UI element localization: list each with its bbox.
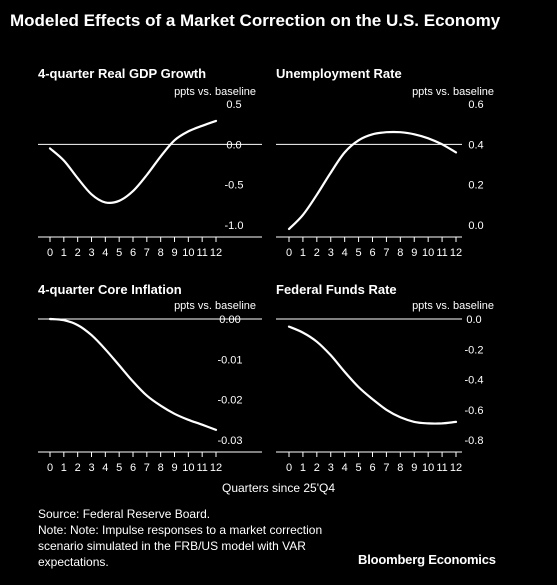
x-tick-label: 6 xyxy=(130,462,136,474)
x-tick-label: 5 xyxy=(116,247,122,259)
x-tick-label: 12 xyxy=(210,247,222,259)
panel-title: 4-quarter Core Inflation xyxy=(38,282,182,297)
shared-x-axis-label: Quarters since 25'Q4 xyxy=(221,481,335,495)
x-tick-label: 6 xyxy=(369,462,375,474)
x-tick-label: 0 xyxy=(286,247,292,259)
x-tick-label: 0 xyxy=(286,462,292,474)
x-tick-label: 8 xyxy=(158,462,164,474)
x-tick-label: 11 xyxy=(436,462,447,474)
x-tick-label: 10 xyxy=(182,462,194,474)
x-tick-label: 11 xyxy=(436,247,447,259)
x-tick-label: 7 xyxy=(144,247,150,259)
panel-title: 4-quarter Real GDP Growth xyxy=(38,66,206,81)
x-tick-label: 2 xyxy=(75,462,81,474)
y-tick-label: -0.03 xyxy=(217,435,242,447)
y-tick-label: 0.5 xyxy=(226,99,241,111)
footer: Source: Federal Reserve Board. Note: Not… xyxy=(38,506,368,570)
x-tick-label: 5 xyxy=(356,247,362,259)
y-tick-label: -0.01 xyxy=(217,354,242,366)
y-unit-label: ppts vs. baseline xyxy=(174,86,256,98)
note-text: Note: Note: Impulse responses to a marke… xyxy=(38,523,323,569)
x-tick-label: 9 xyxy=(411,247,417,259)
x-tick-label: 0 xyxy=(47,247,53,259)
x-tick-label: 11 xyxy=(196,462,207,474)
brand-logo-text: Bloomberg Economics xyxy=(358,552,496,567)
x-tick-label: 3 xyxy=(88,247,94,259)
x-tick-label: 1 xyxy=(61,462,67,474)
panel-title: Federal Funds Rate xyxy=(276,282,397,297)
y-tick-label: -0.6 xyxy=(465,405,484,417)
x-tick-label: 2 xyxy=(75,247,81,259)
x-tick-label: 10 xyxy=(422,462,434,474)
x-tick-label: 2 xyxy=(314,462,320,474)
panel-core-inflation: 4-quarter Core Inflation ppts vs. baselin… xyxy=(38,282,262,474)
y-tick-label: -0.2 xyxy=(465,344,484,356)
x-tick-label: 5 xyxy=(356,462,362,474)
y-tick-label: -1.0 xyxy=(225,220,244,232)
x-tick-label: 4 xyxy=(102,462,108,474)
y-tick-label: 0.00 xyxy=(219,314,240,326)
x-tick-label: 10 xyxy=(182,247,194,259)
x-tick-label: 12 xyxy=(450,462,462,474)
x-tick-label: 7 xyxy=(144,462,150,474)
x-tick-label: 12 xyxy=(210,462,222,474)
x-tick-label: 1 xyxy=(61,247,67,259)
y-unit-label: ppts vs. baseline xyxy=(412,86,494,98)
y-tick-label: 0.2 xyxy=(468,180,483,192)
x-tick-label: 3 xyxy=(328,247,334,259)
x-tick-label: 9 xyxy=(171,247,177,259)
x-tick-label: 5 xyxy=(116,462,122,474)
source-text: Source: Federal Reserve Board. xyxy=(38,507,211,521)
chart-title: Modeled Effects of a Market Correction o… xyxy=(10,11,501,30)
y-tick-label: -0.8 xyxy=(465,435,484,447)
series-line xyxy=(48,317,218,431)
x-tick-label: 8 xyxy=(158,247,164,259)
x-tick-label: 10 xyxy=(422,247,434,259)
y-tick-label: 0.6 xyxy=(468,99,483,111)
y-tick-label: 0.0 xyxy=(226,139,241,151)
series-line xyxy=(287,130,458,231)
y-tick-label: 0.0 xyxy=(468,220,483,232)
panel-title: Unemployment Rate xyxy=(276,66,402,81)
x-tick-label: 7 xyxy=(383,462,389,474)
y-unit-label: ppts vs. baseline xyxy=(174,300,256,312)
y-tick-label: -0.4 xyxy=(465,375,484,387)
y-tick-label: 0.0 xyxy=(466,314,481,326)
x-tick-label: 7 xyxy=(383,247,389,259)
x-tick-label: 8 xyxy=(397,462,403,474)
y-tick-label: -0.5 xyxy=(225,180,244,192)
x-tick-label: 4 xyxy=(342,462,348,474)
x-tick-label: 2 xyxy=(314,247,320,259)
x-tick-label: 4 xyxy=(102,247,108,259)
x-tick-label: 12 xyxy=(450,247,462,259)
panel-fed-funds-rate: Federal Funds Rate ppts vs. baseline 0.0 -0… xyxy=(276,282,494,474)
panel-gdp-growth: 4-quarter Real GDP Growth ppts vs. baseli… xyxy=(38,66,262,259)
x-tick-label: 1 xyxy=(300,462,306,474)
y-unit-label: ppts vs. baseline xyxy=(412,300,494,312)
x-tick-label: 8 xyxy=(397,247,403,259)
x-tick-label: 3 xyxy=(88,462,94,474)
x-tick-label: 6 xyxy=(369,247,375,259)
x-tick-label: 0 xyxy=(47,462,53,474)
y-tick-label: 0.4 xyxy=(468,139,483,151)
x-tick-label: 9 xyxy=(171,462,177,474)
x-tick-label: 6 xyxy=(130,247,136,259)
y-tick-label: -0.02 xyxy=(217,395,242,407)
x-tick-label: 4 xyxy=(342,247,348,259)
series-line xyxy=(48,119,218,204)
series-line xyxy=(287,325,458,425)
x-tick-label: 11 xyxy=(196,247,207,259)
x-tick-label: 3 xyxy=(328,462,334,474)
x-tick-label: 1 xyxy=(300,247,306,259)
x-tick-label: 9 xyxy=(411,462,417,474)
